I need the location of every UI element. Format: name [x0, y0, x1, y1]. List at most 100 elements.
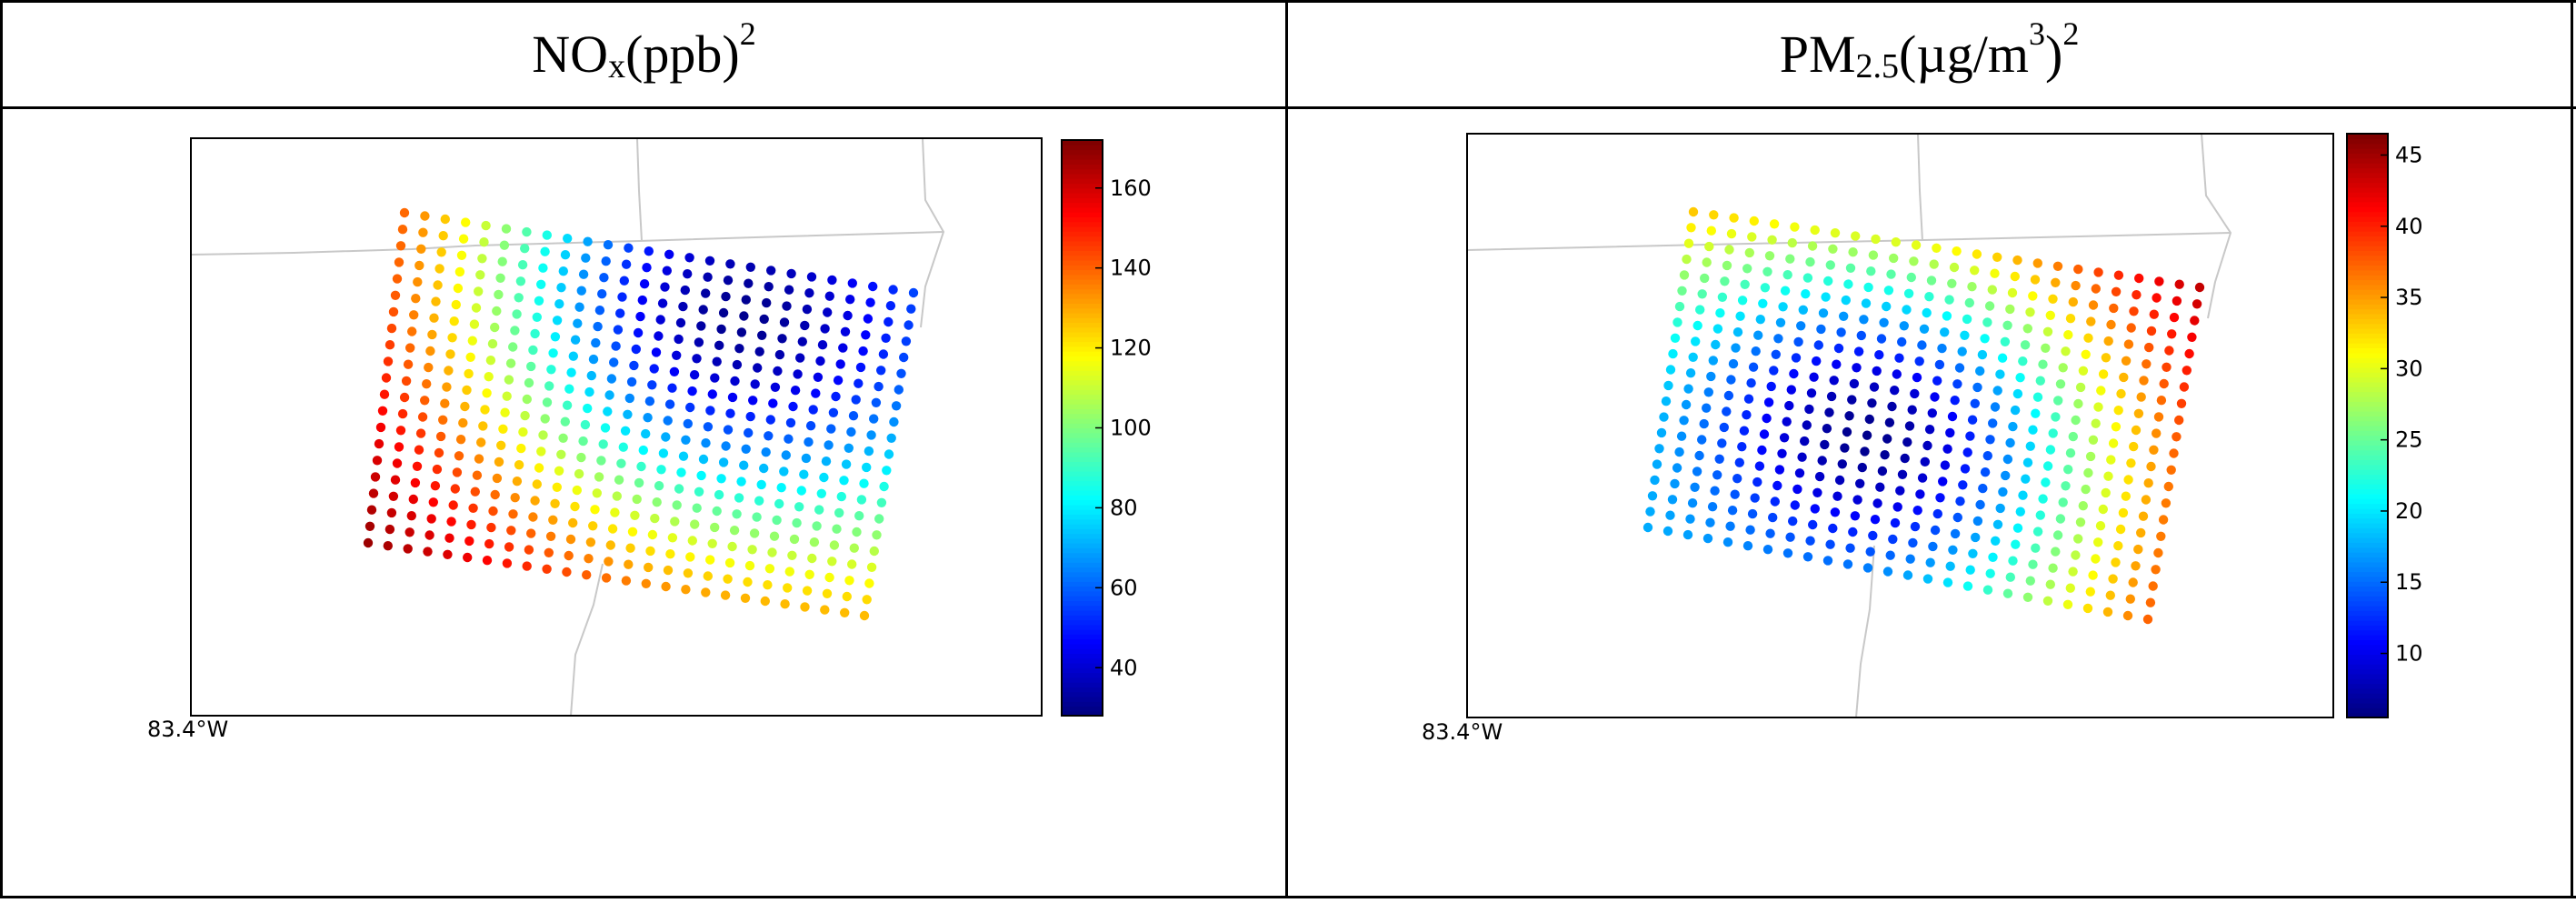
grid-point [696, 470, 706, 481]
grid-point [540, 246, 550, 256]
grid-point [881, 333, 891, 343]
colorbar-segment [2347, 629, 2388, 636]
grid-point [601, 573, 612, 583]
grid-point [381, 373, 392, 383]
grid-point [1766, 381, 1776, 392]
grid-point [465, 352, 475, 362]
grid-point [1861, 298, 1872, 308]
grid-point [2187, 332, 2197, 342]
grid-point [1770, 497, 1780, 507]
grid-point [2018, 356, 2028, 366]
grid-point [611, 341, 621, 351]
colorbar-segment [2347, 683, 2388, 689]
grid-point [876, 497, 887, 507]
grid-point [1647, 491, 1658, 501]
grid-point [1672, 317, 1682, 327]
grid-point [765, 415, 775, 425]
grid-point [1722, 537, 1733, 547]
grid-point [1906, 272, 1916, 283]
colorbar-segment [1062, 154, 1103, 160]
grid-point [1702, 403, 1712, 413]
grid-point [1694, 450, 1704, 461]
grid-point [834, 507, 844, 518]
grid-point [674, 334, 684, 345]
grid-point [1791, 353, 1802, 363]
grid-point [542, 230, 552, 240]
grid-point [1699, 418, 1709, 429]
grid-point [891, 401, 902, 411]
grid-point [2062, 599, 2073, 609]
colorbar-segment [2347, 216, 2388, 222]
grid-point [1842, 559, 1853, 569]
grid-point [1727, 506, 1738, 516]
grid-point [1726, 375, 1736, 385]
colorbar-segment [1062, 461, 1103, 467]
header-pm25: PM 2.5 (µg/m 3) 2 [1288, 0, 2571, 107]
grid-point [786, 268, 796, 279]
colorbar-segment [1062, 485, 1103, 491]
grid-point [1703, 387, 1713, 397]
colorbar-segment [2347, 401, 2388, 407]
grid-point [1817, 456, 1827, 466]
grid-point [1697, 435, 1707, 445]
grid-point [654, 331, 664, 341]
grid-point [1922, 440, 1932, 451]
grid-point [460, 401, 470, 412]
colorbar-segment [2347, 134, 2388, 139]
grid-point [514, 293, 524, 303]
grid-point [612, 491, 622, 501]
grid-point [607, 524, 618, 534]
grid-point [479, 237, 489, 247]
grid-point [2065, 314, 2076, 324]
colorbar-segment [2347, 712, 2388, 718]
grid-point [749, 528, 760, 538]
grid-point [805, 421, 816, 431]
colorbar-segment [2347, 445, 2388, 451]
colorbar-segment [1062, 687, 1103, 693]
grid-point [1832, 491, 1842, 501]
grid-point [878, 349, 889, 359]
grid-point [530, 328, 540, 339]
grid-point [660, 282, 670, 292]
colorbar-segment [1062, 284, 1103, 290]
grid-point [443, 549, 453, 559]
grid-point [574, 468, 584, 479]
grid-point [1908, 537, 1918, 548]
grid-point [790, 386, 801, 396]
grid-point [2041, 477, 2051, 487]
colorbar-segment [1062, 701, 1103, 707]
grid-point [846, 426, 856, 437]
grid-point [787, 550, 797, 560]
grid-point [2091, 554, 2101, 564]
colorbar-segment [2347, 557, 2388, 563]
grid-point [894, 385, 904, 395]
grid-point [692, 503, 702, 513]
grid-point [502, 391, 512, 401]
colorbar-segment [1062, 212, 1103, 218]
colorbar-segment [2347, 537, 2388, 543]
grid-point [409, 310, 419, 320]
grid-point [828, 407, 839, 417]
grid-point [1755, 315, 1765, 325]
colorbar-segment [2347, 376, 2388, 383]
grid-point [783, 583, 793, 593]
grid-point [1690, 482, 1700, 492]
grid-point [637, 295, 647, 306]
grid-point [413, 276, 423, 287]
grid-point [1922, 307, 1932, 318]
colorbar-segment [2347, 687, 2388, 694]
grid-point [1805, 256, 1815, 267]
grid-point [684, 253, 694, 263]
grid-point [434, 447, 444, 458]
grid-point [1992, 386, 2002, 396]
grid-point [1938, 477, 1948, 487]
grid-point [599, 273, 609, 283]
grid-point [869, 414, 879, 424]
grid-point [1735, 311, 1745, 321]
grid-point [448, 500, 458, 510]
grid-point [712, 356, 722, 366]
colorbar-segment [1062, 255, 1103, 261]
grid-point [2038, 359, 2048, 369]
colorbar-segment [2347, 323, 2388, 329]
